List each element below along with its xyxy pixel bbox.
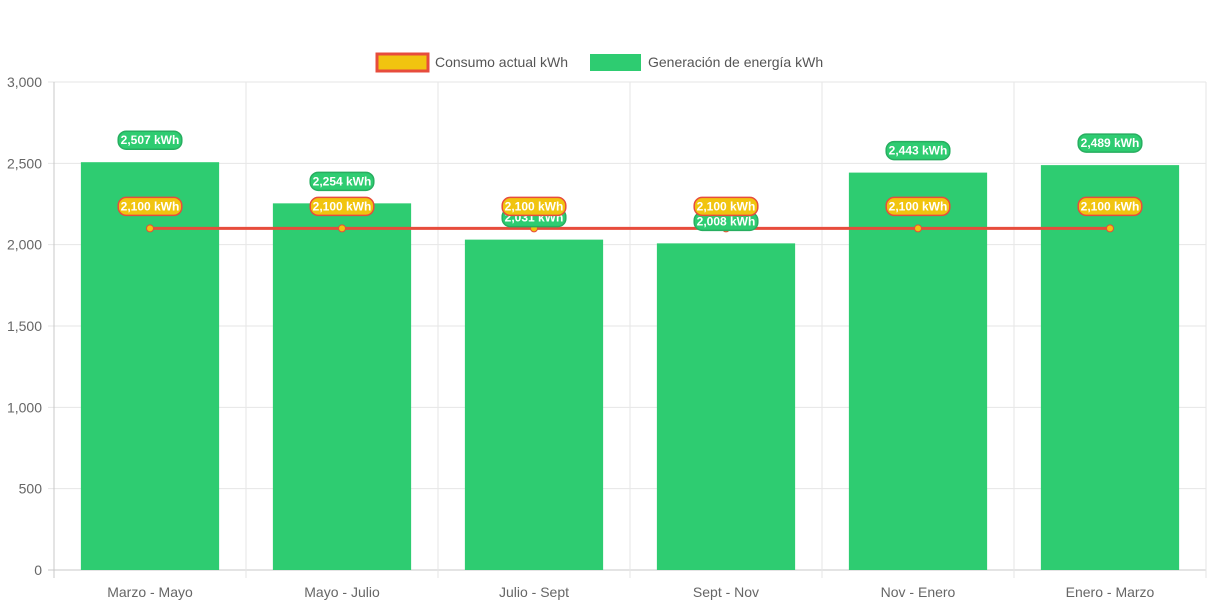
bar-data-label: 2,443 kWh (885, 140, 951, 161)
grid (48, 81, 1207, 578)
bar-data-label-bg (117, 130, 183, 150)
line-point[interactable] (914, 224, 922, 233)
legend-label-generacion[interactable]: Generación de energía kWh (648, 54, 823, 70)
bar[interactable] (848, 172, 988, 570)
axes: 0 500 1,000 1,500 2,000 2,500 3,000 Marzo - May… (7, 74, 1155, 600)
line-data-label-bg (309, 196, 375, 217)
bar-data-label: 2,507 kWh (117, 130, 183, 150)
legend-label-consumo[interactable]: Consumo actual kWh (435, 54, 568, 70)
legend-swatch-generacion[interactable] (590, 54, 641, 71)
y-tick-label: 2,500 (7, 155, 42, 171)
x-tick-label: Sept - Nov (693, 584, 759, 600)
line-data-label-text: 2,100 kWh (889, 199, 948, 213)
bar-data-label: 2,489 kWh (1077, 133, 1143, 153)
line-data-label: 2,100 kWh (885, 196, 951, 217)
bar[interactable] (464, 239, 604, 570)
y-tick-label: 1,500 (7, 318, 42, 334)
y-tick-label: 2,000 (7, 237, 42, 253)
line-data-label: 2,100 kWh (309, 196, 375, 217)
line-data-label-bg (885, 196, 951, 217)
line-data-label-bg (501, 196, 567, 217)
line-data-label: 2,100 kWh (117, 196, 183, 217)
x-tick-label: Julio - Sept (499, 584, 569, 600)
line-point[interactable] (1106, 224, 1114, 233)
line-point[interactable] (338, 224, 346, 233)
line-series (146, 224, 1114, 233)
bar-data-label-bg (1077, 133, 1143, 153)
line-data-label: 2,100 kWh (501, 196, 567, 217)
x-tick-label: Mayo - Julio (304, 584, 380, 600)
y-tick-label: 500 (19, 481, 43, 497)
y-tick-label: 3,000 (7, 74, 42, 90)
line-data-label-bg (117, 196, 183, 217)
x-tick-label: Enero - Marzo (1066, 584, 1155, 600)
bar-data-label-bg (309, 171, 375, 192)
bar-data-label-bg (885, 140, 951, 161)
x-tick-label: Nov - Enero (881, 584, 956, 600)
line-data-label-text: 2,100 kWh (121, 199, 180, 213)
bar-data-label-text: 2,489 kWh (1081, 136, 1140, 150)
bar[interactable] (656, 243, 796, 570)
bar-data-label-text: 2,254 kWh (313, 174, 372, 188)
line-data-label-text: 2,100 kWh (313, 199, 372, 213)
bar[interactable] (1040, 165, 1180, 570)
legend-swatch-consumo[interactable] (375, 52, 430, 73)
bar-data-label-text: 2,443 kWh (889, 144, 948, 158)
bar-data-label: 2,008 kWh (693, 211, 759, 232)
line-data-label-bg (693, 196, 759, 217)
legend: Consumo actual kWh Generación de energía… (375, 52, 823, 73)
y-tick-label: 1,000 (7, 399, 42, 415)
line-data-label-text: 2,100 kWh (1081, 199, 1140, 213)
bar[interactable] (272, 203, 412, 570)
bar-data-label-text: 2,507 kWh (121, 133, 180, 147)
line-data-label: 2,100 kWh (1077, 196, 1143, 217)
x-tick-label: Marzo - Mayo (107, 584, 193, 600)
bar-data-label-text: 2,008 kWh (697, 214, 756, 228)
line-data-label-bg (1077, 196, 1143, 217)
bar[interactable] (80, 162, 220, 570)
line-point[interactable] (146, 224, 154, 233)
line-data-label-text: 2,100 kWh (505, 199, 564, 213)
bars (80, 162, 1180, 570)
line-data-label: 2,100 kWh (693, 196, 759, 217)
line-data-label-text: 2,100 kWh (697, 199, 756, 213)
bar-data-label: 2,254 kWh (309, 171, 375, 192)
y-tick-label: 0 (34, 562, 42, 578)
